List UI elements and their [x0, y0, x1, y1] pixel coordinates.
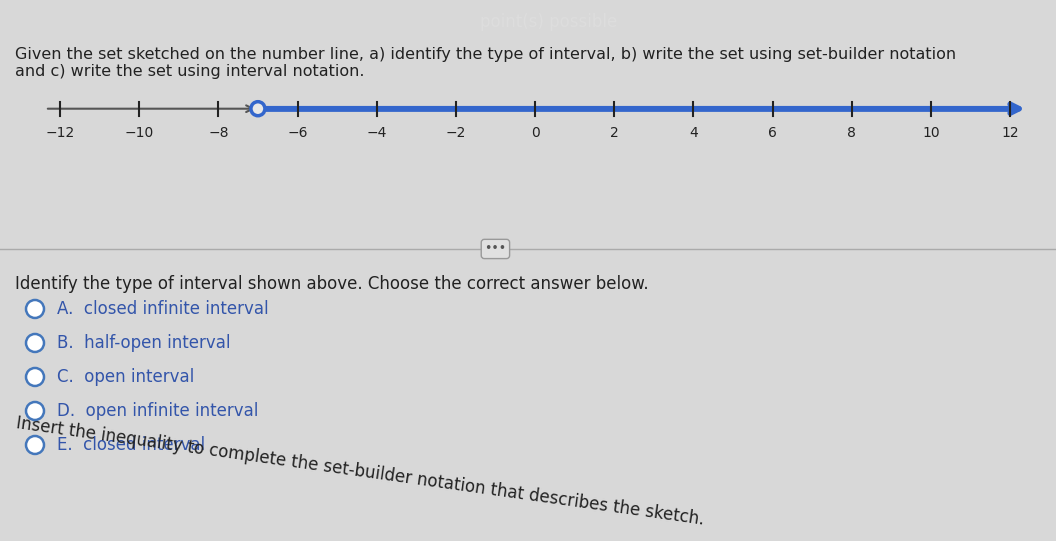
- Text: −2: −2: [446, 126, 466, 140]
- Text: and c) write the set using interval notation.: and c) write the set using interval nota…: [15, 64, 364, 78]
- Text: E.  closed interval: E. closed interval: [57, 436, 205, 454]
- Text: −6: −6: [287, 126, 307, 140]
- Text: Given the set sketched on the number line, a) identify the type of interval, b) : Given the set sketched on the number lin…: [15, 47, 956, 62]
- Circle shape: [26, 436, 44, 454]
- Circle shape: [26, 368, 44, 386]
- Text: Identify the type of interval shown above. Choose the correct answer below.: Identify the type of interval shown abov…: [15, 275, 648, 293]
- Circle shape: [26, 402, 44, 420]
- Circle shape: [26, 300, 44, 318]
- Text: point(s) possible: point(s) possible: [480, 14, 618, 31]
- Text: D.  open infinite interval: D. open infinite interval: [57, 402, 259, 420]
- Text: −12: −12: [45, 126, 75, 140]
- Text: 0: 0: [530, 126, 540, 140]
- Text: −4: −4: [366, 126, 386, 140]
- Text: Insert the inequality to complete the set-builder notation that describes the sk: Insert the inequality to complete the se…: [15, 414, 705, 529]
- Text: 6: 6: [768, 126, 777, 140]
- Text: −10: −10: [125, 126, 154, 140]
- Circle shape: [251, 102, 265, 116]
- Circle shape: [26, 334, 44, 352]
- Text: B.  half-open interval: B. half-open interval: [57, 334, 230, 352]
- Text: •••: •••: [485, 242, 507, 255]
- Text: 4: 4: [689, 126, 698, 140]
- Text: 8: 8: [847, 126, 856, 140]
- Text: 2: 2: [609, 126, 619, 140]
- Text: 12: 12: [1001, 126, 1019, 140]
- Text: −8: −8: [208, 126, 228, 140]
- Text: 10: 10: [922, 126, 940, 140]
- Text: A.  closed infinite interval: A. closed infinite interval: [57, 300, 268, 318]
- Text: C.  open interval: C. open interval: [57, 368, 194, 386]
